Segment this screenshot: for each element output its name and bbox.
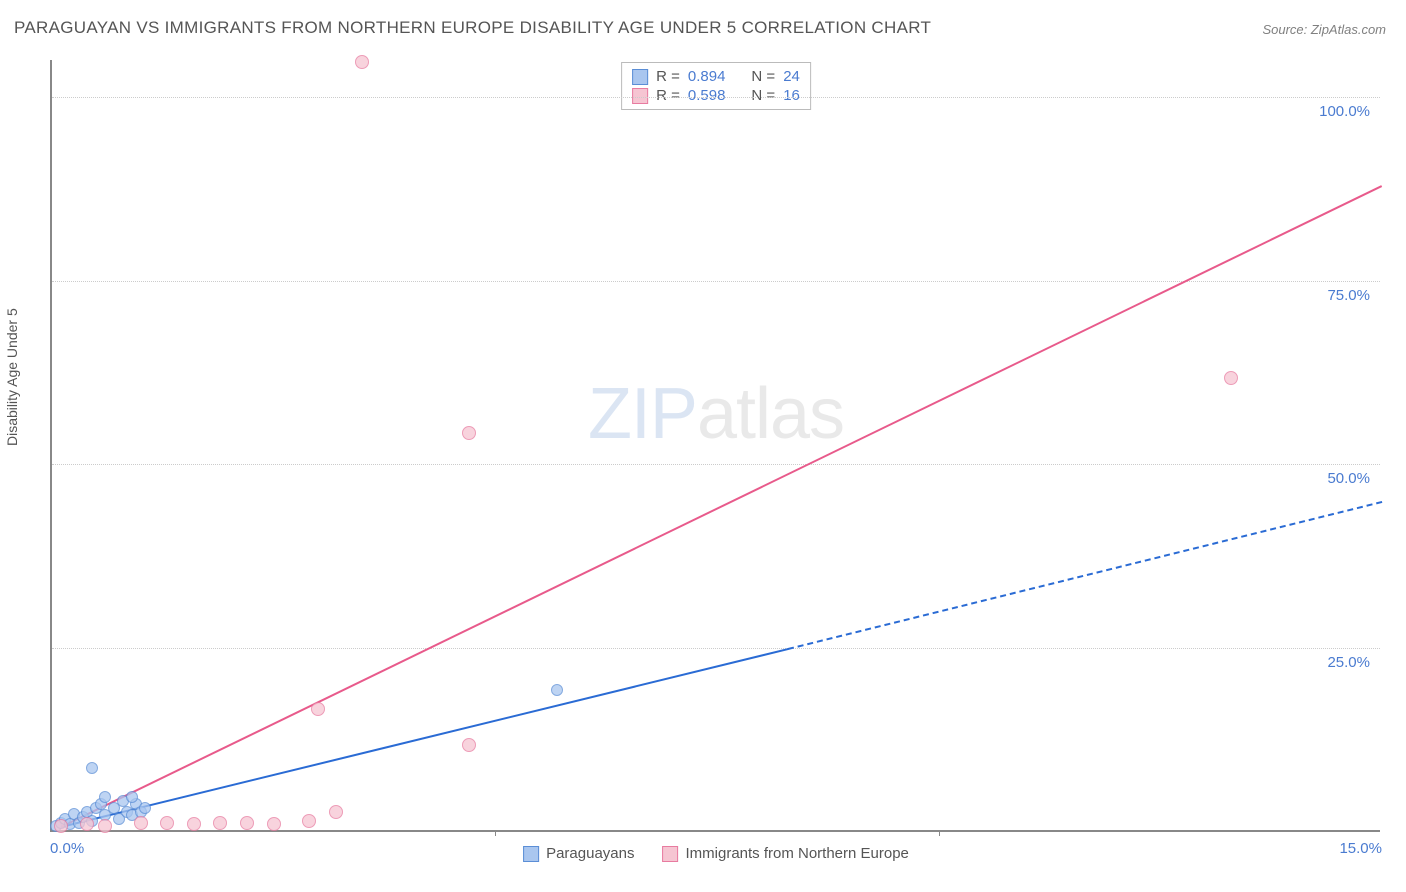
data-point	[302, 814, 316, 828]
data-point	[213, 816, 227, 830]
plot-area: ZIPatlas R =0.894N =24R =0.598N =16 Para…	[50, 60, 1380, 832]
data-point	[98, 819, 112, 833]
y-tick-label: 25.0%	[1327, 654, 1370, 671]
legend-swatch	[632, 69, 648, 85]
data-point	[187, 817, 201, 831]
data-point	[160, 816, 174, 830]
data-point	[267, 817, 281, 831]
data-point	[240, 816, 254, 830]
legend-label: Immigrants from Northern Europe	[685, 845, 908, 862]
x-tick	[939, 830, 940, 836]
series-legend: Paraguayans Immigrants from Northern Euro…	[523, 845, 909, 862]
data-point	[134, 816, 148, 830]
data-point	[551, 684, 563, 696]
watermark-atlas: atlas	[697, 374, 844, 454]
legend-n-label: N =	[751, 68, 775, 85]
data-point	[462, 426, 476, 440]
y-axis-title: Disability Age Under 5	[4, 308, 20, 446]
x-tick-label: 0.0%	[50, 840, 84, 857]
y-tick-label: 100.0%	[1319, 103, 1370, 120]
data-point	[462, 738, 476, 752]
legend-row: R = 0.598 N = 16	[632, 86, 800, 105]
legend-n-value: 16	[783, 87, 800, 104]
legend-swatch	[523, 846, 539, 862]
watermark: ZIPatlas	[588, 373, 844, 455]
y-tick-label: 75.0%	[1327, 287, 1370, 304]
legend-n-label: N =	[751, 87, 775, 104]
legend-item: Paraguayans	[523, 845, 634, 862]
legend-r-value: 0.598	[688, 87, 726, 104]
data-point	[86, 762, 98, 774]
data-point	[99, 791, 111, 803]
legend-r-label: R =	[656, 68, 680, 85]
source-attribution: Source: ZipAtlas.com	[1262, 22, 1386, 37]
legend-r-value: 0.894	[688, 68, 726, 85]
legend-swatch	[662, 846, 678, 862]
trend-line	[61, 648, 789, 828]
legend-swatch	[632, 88, 648, 104]
gridline-h	[52, 464, 1380, 465]
watermark-zip: ZIP	[588, 374, 697, 454]
data-point	[139, 802, 151, 814]
legend-label: Paraguayans	[546, 845, 634, 862]
data-point	[329, 805, 343, 819]
legend-n-value: 24	[783, 68, 800, 85]
chart-title: PARAGUAYAN VS IMMIGRANTS FROM NORTHERN E…	[14, 18, 931, 38]
data-point	[355, 55, 369, 69]
data-point	[1224, 371, 1238, 385]
gridline-h	[52, 97, 1380, 98]
legend-item: Immigrants from Northern Europe	[662, 845, 908, 862]
data-point	[311, 702, 325, 716]
trend-line	[788, 501, 1383, 650]
data-point	[54, 819, 68, 833]
legend-r-label: R =	[656, 87, 680, 104]
data-point	[126, 791, 138, 803]
data-point	[80, 817, 94, 831]
x-tick	[495, 830, 496, 836]
correlation-legend: R = 0.894 N = 24 R = 0.598 N = 16	[621, 62, 811, 110]
legend-row: R = 0.894 N = 24	[632, 67, 800, 86]
gridline-h	[52, 648, 1380, 649]
y-tick-label: 50.0%	[1327, 470, 1370, 487]
x-tick-label: 15.0%	[1339, 840, 1382, 857]
